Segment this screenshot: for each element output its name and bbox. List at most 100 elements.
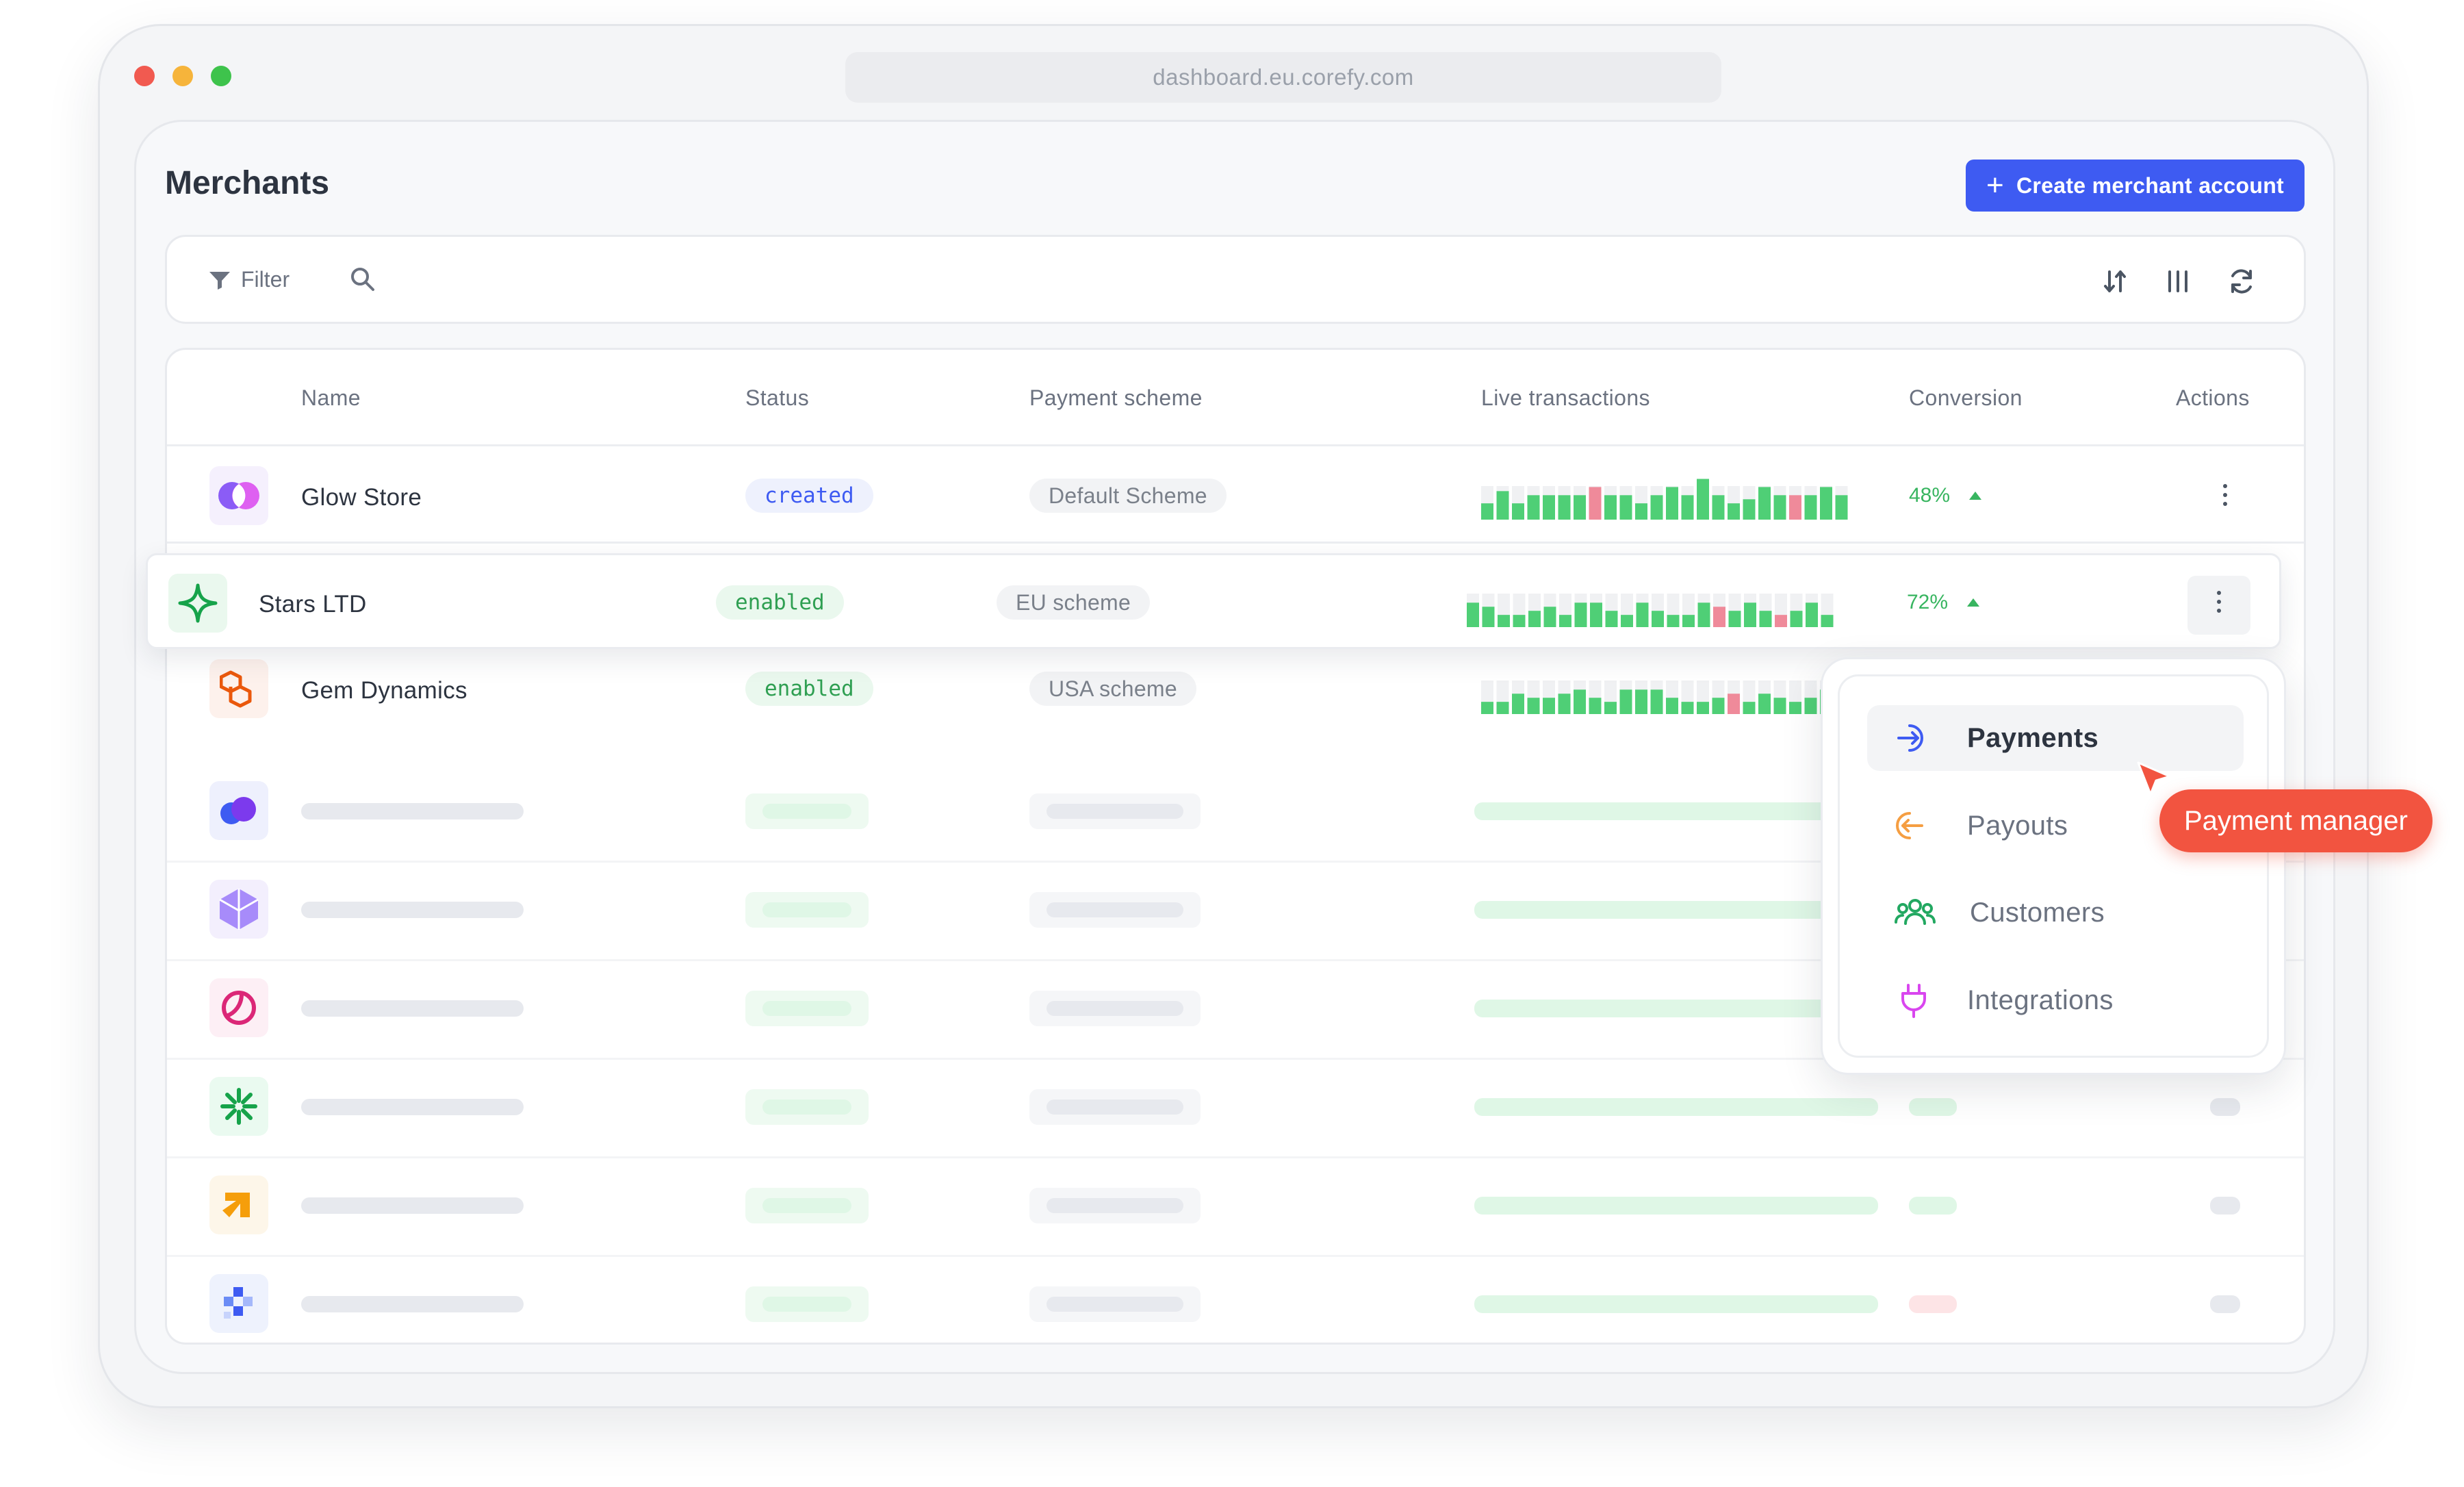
close-window-button[interactable] bbox=[134, 66, 155, 86]
spark-bar bbox=[1513, 615, 1526, 627]
row-divider bbox=[167, 542, 2304, 544]
skeleton-live-transactions bbox=[1474, 1197, 1878, 1215]
conversion-value: 48% bbox=[1909, 484, 1982, 507]
search-button[interactable] bbox=[349, 266, 376, 296]
spark-bar bbox=[1574, 602, 1587, 627]
spark-bar bbox=[1744, 602, 1756, 627]
skeleton-scheme bbox=[1047, 902, 1183, 917]
filter-icon bbox=[209, 271, 230, 290]
highlighted-row-stars-ltd[interactable]: Stars LTD enabled EU scheme 72% bbox=[146, 553, 2281, 649]
window-controls bbox=[134, 66, 231, 86]
skeleton-status bbox=[762, 804, 851, 819]
refresh-icon[interactable] bbox=[2227, 267, 2256, 296]
spark-bar bbox=[1589, 487, 1602, 520]
spark-bar bbox=[1728, 503, 1740, 520]
spark-bar bbox=[1481, 702, 1493, 714]
spark-bar bbox=[1558, 694, 1571, 714]
plug-icon bbox=[1901, 984, 1926, 1018]
skeleton-actions bbox=[2210, 1197, 2240, 1215]
spark-bar bbox=[1621, 615, 1633, 627]
spark-bar bbox=[1758, 487, 1771, 520]
column-header-live[interactable]: Live transactions bbox=[1481, 385, 1650, 410]
trend-up-icon bbox=[1967, 598, 1980, 607]
skeleton-status bbox=[762, 902, 851, 917]
maximize-window-button[interactable] bbox=[211, 66, 231, 86]
row-actions-button[interactable] bbox=[2220, 484, 2230, 506]
sparkline-svg bbox=[1467, 594, 1834, 627]
arrow-out-icon bbox=[1896, 812, 1923, 839]
page-title: Merchants bbox=[165, 165, 330, 201]
minimize-window-button[interactable] bbox=[172, 66, 193, 86]
spark-bar bbox=[1728, 694, 1740, 714]
spark-bar bbox=[1650, 495, 1663, 520]
merchants-table: Name Status Payment scheme Live transact… bbox=[165, 348, 2306, 1345]
status-badge: enabled bbox=[745, 672, 873, 706]
spark-bar bbox=[1543, 698, 1555, 714]
spark-bar bbox=[1728, 611, 1741, 627]
spark-bar bbox=[1590, 602, 1602, 627]
skeleton-actions bbox=[2210, 1098, 2240, 1116]
skeleton-live-transactions bbox=[1474, 1000, 1878, 1017]
spark-bar bbox=[1758, 694, 1771, 714]
skeleton-status bbox=[762, 1001, 851, 1016]
stars-ltd-logo bbox=[168, 574, 227, 633]
spark-bar bbox=[1697, 702, 1709, 714]
column-header-conversion[interactable]: Conversion bbox=[1909, 385, 2023, 410]
conversion-percent: 72% bbox=[1907, 591, 1949, 613]
row-actions-menu: Payments Payouts Customers Integrations bbox=[1821, 657, 2286, 1075]
spark-bar bbox=[1619, 689, 1632, 714]
spark-bar bbox=[1559, 615, 1571, 627]
spark-bar bbox=[1528, 611, 1541, 627]
orange-arrow-logo bbox=[209, 1175, 268, 1234]
menu-item-payouts[interactable]: Payouts bbox=[1867, 793, 2244, 859]
spark-bar bbox=[1682, 615, 1695, 627]
row-divider bbox=[167, 1255, 2304, 1257]
row-actions-button-active[interactable] bbox=[2187, 576, 2250, 635]
columns-icon[interactable] bbox=[2164, 268, 2192, 295]
spark-bar bbox=[1804, 495, 1817, 520]
menu-item-label: Payouts bbox=[1967, 810, 2068, 841]
column-header-scheme[interactable]: Payment scheme bbox=[1029, 385, 1203, 410]
menu-item-customers[interactable]: Customers bbox=[1867, 880, 2244, 945]
spark-bar bbox=[1650, 689, 1663, 714]
skeleton-name bbox=[301, 1000, 524, 1017]
spark-bar bbox=[1697, 479, 1709, 520]
status-badge: enabled bbox=[716, 585, 844, 620]
column-header-actions: Actions bbox=[2176, 385, 2250, 410]
merchant-name[interactable]: Gem Dynamics bbox=[301, 677, 467, 704]
column-header-status[interactable]: Status bbox=[745, 385, 810, 410]
spark-bar bbox=[1806, 602, 1818, 627]
spark-bar bbox=[1821, 615, 1834, 627]
skeleton-name bbox=[301, 902, 524, 918]
live-transactions-chart bbox=[1467, 579, 1836, 627]
skeleton-live-transactions bbox=[1474, 802, 1878, 820]
spark-bar bbox=[1743, 702, 1756, 714]
search-icon bbox=[351, 268, 374, 291]
spark-bar bbox=[1604, 495, 1617, 520]
sort-icon[interactable] bbox=[2101, 268, 2129, 295]
skeleton-name bbox=[301, 1099, 524, 1115]
menu-item-payments[interactable]: Payments bbox=[1867, 705, 2244, 771]
filter-button[interactable]: Filter bbox=[208, 267, 290, 292]
spark-bar bbox=[1820, 487, 1832, 520]
spark-bar bbox=[1636, 602, 1649, 627]
gem-dynamics-logo bbox=[209, 659, 268, 718]
spark-bar bbox=[1775, 615, 1787, 627]
menu-panel: Payments Payouts Customers Integrations bbox=[1838, 674, 2269, 1058]
address-bar[interactable]: dashboard.eu.corefy.com bbox=[845, 52, 1721, 103]
skeleton-scheme bbox=[1047, 1297, 1183, 1312]
menu-item-integrations[interactable]: Integrations bbox=[1867, 967, 2244, 1033]
column-header-name[interactable]: Name bbox=[301, 385, 361, 410]
spark-bar bbox=[1773, 698, 1786, 714]
kebab-icon bbox=[2214, 591, 2224, 613]
spark-bar bbox=[1498, 615, 1510, 627]
spark-bar bbox=[1619, 495, 1632, 520]
merchant-name[interactable]: Stars LTD bbox=[259, 591, 367, 618]
skeleton-status bbox=[762, 1297, 851, 1312]
spark-bar bbox=[1790, 611, 1803, 627]
spark-bar bbox=[1527, 698, 1540, 714]
create-merchant-button[interactable]: + Create merchant account bbox=[1965, 160, 2305, 212]
merchant-name[interactable]: Glow Store bbox=[301, 484, 422, 511]
filter-label: Filter bbox=[241, 267, 290, 292]
users-icon bbox=[1895, 899, 1936, 925]
